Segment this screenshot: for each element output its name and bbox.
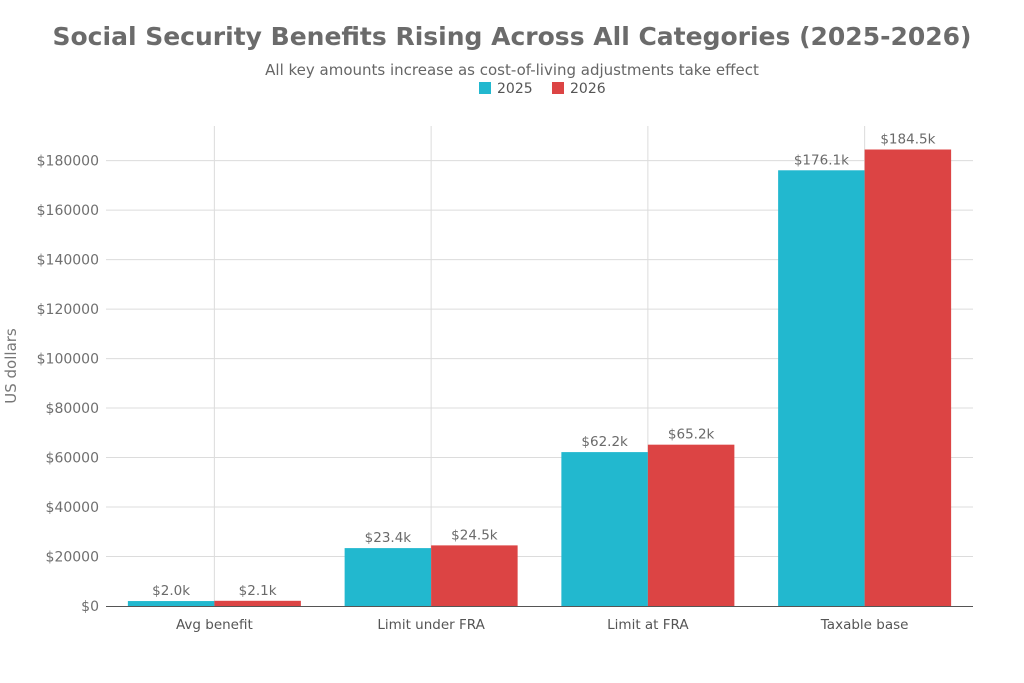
legend: 2025 2026: [479, 81, 606, 97]
legend-label-2025: 2025: [497, 81, 533, 97]
data-label: $184.5k: [880, 132, 935, 148]
data-label: $24.5k: [451, 527, 498, 543]
x-ticks: Avg benefit Limit under FRA Limit at FRA Ta…: [176, 617, 908, 633]
y-axis-label: US dollars: [2, 328, 20, 404]
y-tick-label: $140000: [37, 253, 99, 269]
data-label: $2.0k: [152, 583, 190, 599]
y-tick-label: $180000: [37, 154, 99, 170]
bar-2025: [127, 601, 215, 606]
bar-2026: [214, 600, 301, 606]
bar-2025: [344, 548, 432, 606]
data-label: $23.4k: [365, 530, 412, 546]
data-label: $62.2k: [581, 434, 628, 450]
legend-swatch-2025: [479, 82, 491, 94]
y-tick-label: $20000: [46, 550, 99, 566]
y-tick-label: $40000: [46, 500, 99, 516]
bar-2026: [647, 444, 735, 606]
y-ticks: $0 $20000 $40000 $60000 $80000 $100000 $120000…: [37, 154, 99, 615]
y-tick-label: $100000: [37, 352, 99, 368]
bar-2025: [561, 452, 648, 606]
data-label: $65.2k: [668, 427, 715, 443]
legend-swatch-2026: [552, 82, 564, 94]
bar-2025: [778, 170, 865, 606]
x-tick-label: Taxable base: [820, 617, 909, 633]
y-tick-label: $120000: [37, 302, 99, 318]
data-label: $2.1k: [239, 583, 277, 599]
x-tick-label: Limit at FRA: [607, 617, 689, 633]
data-label: $176.1k: [794, 152, 849, 168]
chart-subtitle: All key amounts increase as cost-of-livi…: [265, 61, 759, 79]
y-tick-label: $60000: [46, 451, 99, 467]
chart-title: Social Security Benefits Rising Across A…: [53, 22, 972, 51]
y-tick-label: $160000: [37, 203, 99, 219]
x-tick-label: Avg benefit: [176, 617, 253, 633]
x-tick-label: Limit under FRA: [377, 617, 485, 633]
y-tick-label: $0: [81, 599, 99, 615]
bar-2026: [864, 149, 952, 606]
data-labels: $2.0k $2.1k $23.4k $24.5k $62.2k $65.2k $176.1…: [152, 132, 935, 600]
y-tick-label: $80000: [46, 401, 99, 417]
legend-label-2026: 2026: [570, 81, 606, 97]
bar-2026: [431, 545, 518, 606]
bars: [127, 149, 952, 606]
